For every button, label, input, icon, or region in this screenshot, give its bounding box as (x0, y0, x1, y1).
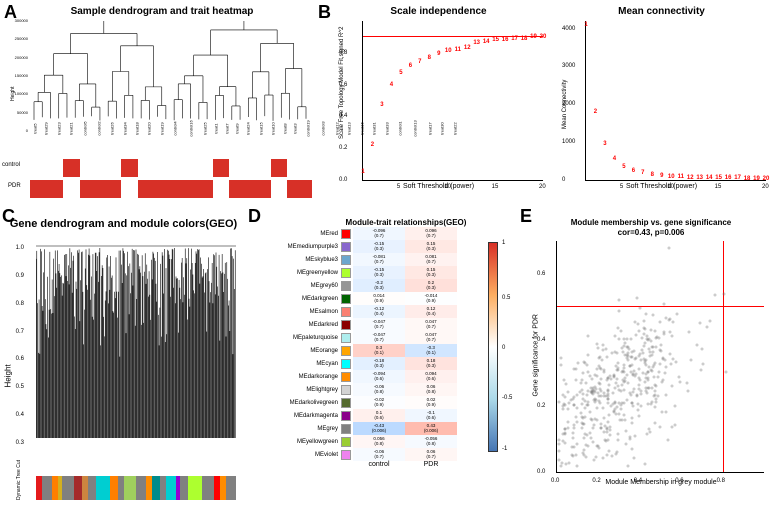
module-row: MEpaleturquoise-0.047(0.7)0.047(0.7) (256, 331, 506, 344)
module-row: MEgrey60-0.2(0.3)0.2(0.3) (256, 279, 506, 292)
module-trait-heatmap: MEred-0.096(0.7)0.096(0.7)MEmediumpurple… (256, 227, 506, 461)
module-row: MEdarkred-0.047(0.7)0.047(0.7) (256, 318, 506, 331)
module-row: MEsalmon-0.12(0.4)0.12(0.4) (256, 305, 506, 318)
panel-a-dendrogram: 050000100000150000200000250000300000 tre… (30, 21, 310, 131)
module-row: MEcyan-0.18(0.3)0.18(0.3) (256, 357, 506, 370)
gene-dendrogram (36, 243, 236, 438)
panel-e-title: Module membership vs. gene significance … (528, 218, 774, 237)
heat-label-pdr: PDR (8, 183, 21, 189)
scatter-plot: 0.00.20.40.60.80.00.20.40.6 (556, 241, 764, 473)
mean-connectivity-plot: Mean connectivity Mean Connectivity 1234… (553, 6, 770, 201)
module-row: MEviolet-0.06(0.7)0.06(0.7) (256, 448, 506, 461)
leg05: 0.5 (502, 295, 510, 301)
module-row: MEdarkgreen0.014(0.9)-0.014(0.9) (256, 292, 506, 305)
module-row: MEdarkolivegreen-0.02(0.9)0.02(0.9) (256, 396, 506, 409)
module-color-bar (36, 476, 236, 500)
module-row: MEgrey-0.43(0.006)0.43(0.006) (256, 422, 506, 435)
panel-e: Module membership vs. gene significance … (528, 218, 774, 518)
module-row: MEmediumpurple3-0.15(0.3)0.15(0.3) (256, 240, 506, 253)
heat-label-control: control (2, 162, 20, 168)
e-title-line2: cor=0.43, p=0.006 (618, 228, 685, 237)
module-row: MEdarkmagenta0.1(0.6)-0.1(0.6) (256, 409, 506, 422)
panel-d-title: Module-trait relationships(GEO) (306, 218, 506, 227)
panel-a-title: Sample dendrogram and trait heatmap (12, 6, 312, 17)
panel-d: Module-trait relationships(GEO) MEred-0.… (256, 218, 506, 518)
leg1: 1 (502, 240, 505, 246)
module-row: MEdarkorange-0.094(0.6)0.094(0.6) (256, 370, 506, 383)
module-row: MEred-0.096(0.7)0.096(0.7) (256, 227, 506, 240)
legm05: -0.5 (502, 395, 512, 401)
e-title-line1: Module membership vs. gene significance (571, 218, 732, 227)
e-ylab: Gene significance for PDR (533, 314, 540, 396)
panel-a-heatmap: control PDR (30, 159, 312, 198)
panel-a: Sample dendrogram and trait heatmap Heig… (12, 6, 312, 201)
panel-c-ylabel: Height (4, 364, 13, 387)
leg0: 0 (502, 345, 505, 351)
module-row: MEorange0.3(0.1)-0.3(0.1) (256, 344, 506, 357)
b2-xlab: Soft Threshold (power) (553, 183, 770, 190)
e-xlab: Module Membership in grey module (548, 479, 774, 486)
panel-c: Gene dendrogram and module colors(GEO) H… (6, 218, 241, 518)
d-xlab-pdr: PDR (405, 461, 457, 468)
color-bar-label: Dynamic Tree Cut (16, 460, 22, 500)
d-xlab-control: control (353, 461, 405, 468)
b1-xlab: Soft Threshold (power) (330, 183, 547, 190)
b2-title: Mean connectivity (553, 6, 770, 17)
module-row: MEskyblue3-0.081(0.7)0.081(0.7) (256, 253, 506, 266)
panel-b: Scale independence Scale Free Topology M… (330, 6, 770, 201)
module-row: MEgreenyellow-0.15(0.3)0.15(0.3) (256, 266, 506, 279)
panel-c-title: Gene dendrogram and module colors(GEO) (6, 218, 241, 230)
legm1: -1 (502, 446, 507, 452)
module-row: MEyellowgreen0.056(0.8)-0.056(0.8) (256, 435, 506, 448)
module-row: MElightgrey-0.06(0.8)0.06(0.8) (256, 383, 506, 396)
colorscale-legend: 1 0.5 0 -0.5 -1 (488, 242, 500, 452)
scale-independence-plot: Scale independence Scale Free Topology M… (330, 6, 547, 201)
b1-title: Scale independence (330, 6, 547, 17)
